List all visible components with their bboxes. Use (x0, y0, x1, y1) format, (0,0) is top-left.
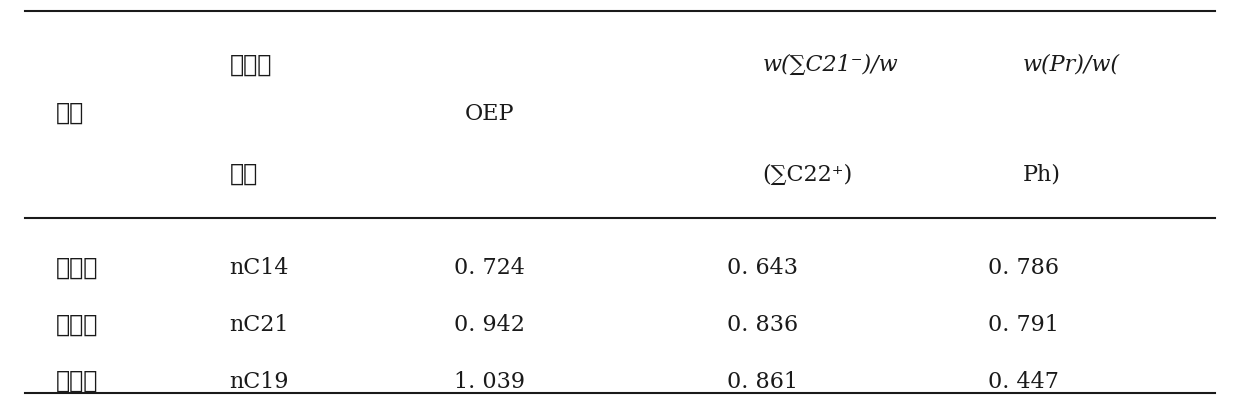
Text: 0. 861: 0. 861 (727, 370, 799, 392)
Text: 0. 724: 0. 724 (454, 256, 526, 278)
Text: 第二组: 第二组 (56, 313, 98, 335)
Text: 0. 447: 0. 447 (987, 370, 1059, 392)
Text: (∑C22⁺): (∑C22⁺) (763, 163, 853, 185)
Text: 烷　烃: 烷 烃 (229, 53, 272, 76)
Text: 主峰: 主峰 (229, 163, 258, 185)
Text: 0. 836: 0. 836 (727, 313, 799, 335)
Text: Ph): Ph) (1023, 163, 1061, 185)
Text: 1. 039: 1. 039 (454, 370, 526, 392)
Text: w(Pr)/w(: w(Pr)/w( (1023, 54, 1120, 76)
Text: nC21: nC21 (229, 313, 289, 335)
Text: 0. 942: 0. 942 (454, 313, 526, 335)
Text: nC19: nC19 (229, 370, 289, 392)
Text: 0. 643: 0. 643 (727, 256, 799, 278)
Text: OEP: OEP (465, 102, 515, 124)
Text: 第一组: 第一组 (56, 256, 98, 279)
Text: 0. 791: 0. 791 (987, 313, 1059, 335)
Text: w(∑C21⁻)/w: w(∑C21⁻)/w (763, 54, 898, 76)
Text: 0. 786: 0. 786 (987, 256, 1059, 278)
Text: 组别: 组别 (56, 102, 84, 125)
Text: nC14: nC14 (229, 256, 289, 278)
Text: 第三组: 第三组 (56, 369, 98, 392)
